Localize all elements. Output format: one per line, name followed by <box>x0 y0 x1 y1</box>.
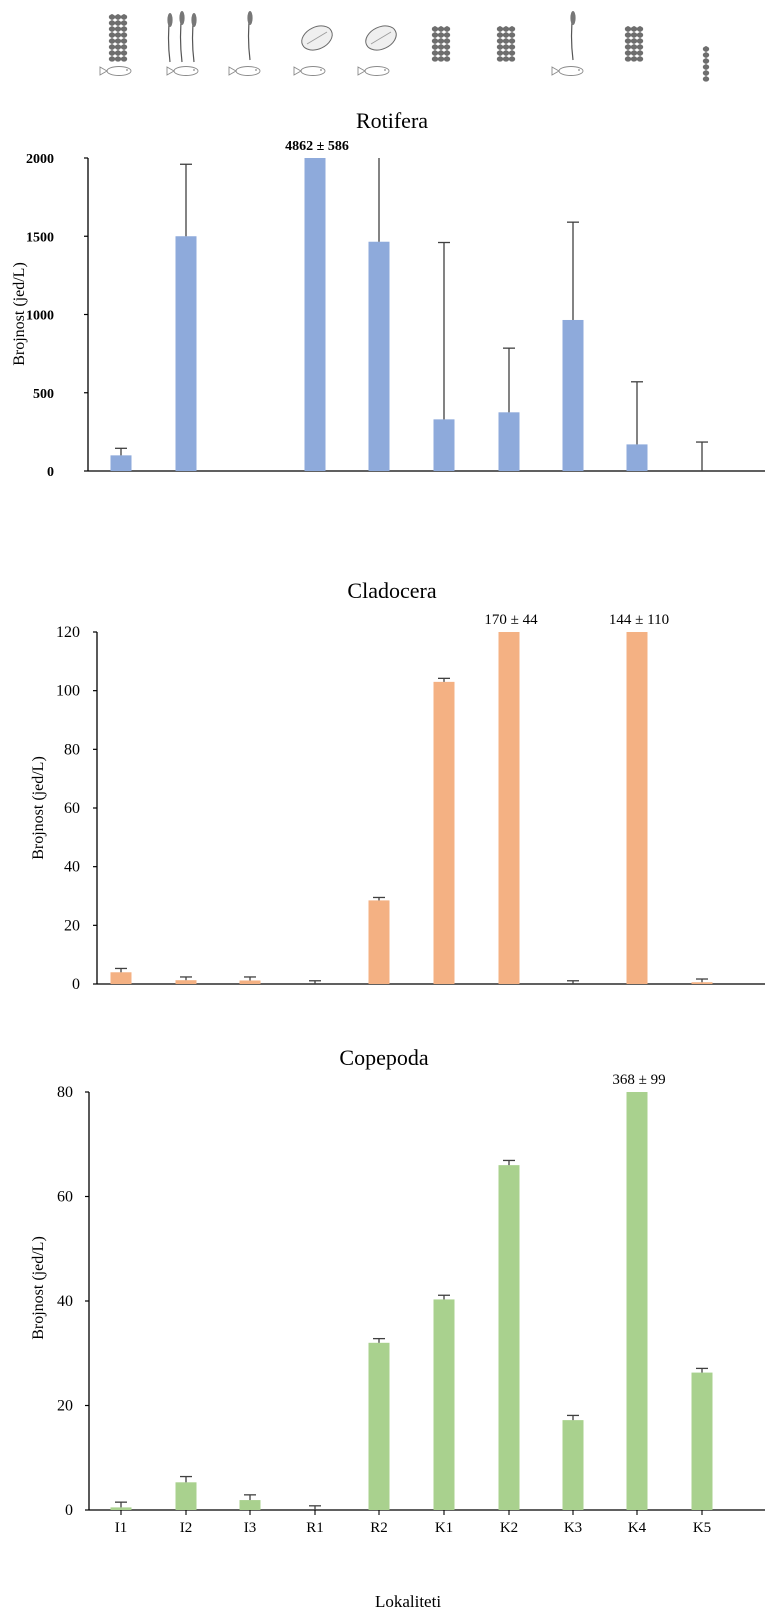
copepoda-bar-r2 <box>368 1342 390 1510</box>
reed-cluster-icon <box>496 26 516 62</box>
copepoda-x-tick-label: K1 <box>435 1520 453 1536</box>
copepoda-bar-k5 <box>691 1372 713 1510</box>
single-reed-fish-icon <box>551 11 584 76</box>
cladocera-y-tick-label: 100 <box>56 683 80 700</box>
rotifera-y-tick-label: 500 <box>33 387 54 402</box>
rotifera-annotation-r1: 4862 ± 586 <box>285 139 349 154</box>
copepoda-x-tick-label: I3 <box>244 1520 257 1536</box>
rotifera-bar-k2 <box>498 412 520 471</box>
rotifera-bar-k3 <box>562 319 584 471</box>
rotifera-bar-k1 <box>433 419 455 471</box>
copepoda-bar-k1 <box>433 1299 455 1510</box>
cladocera-y-tick-label: 40 <box>64 859 80 876</box>
copepoda-bar-i2 <box>175 1482 197 1510</box>
reed-cluster-icon <box>624 26 644 62</box>
cladocera-chart-title: Cladocera <box>347 578 436 603</box>
cladocera-bar-k1 <box>433 681 455 984</box>
cladocera-y-tick-label: 20 <box>64 917 80 934</box>
rotifera-y-tick-label: 2000 <box>26 152 54 167</box>
lily-pad-fish-icon <box>357 25 397 76</box>
copepoda-y-tick-label: 60 <box>57 1189 73 1206</box>
cladocera-bar-k5 <box>691 982 713 984</box>
copepoda-bar-k2 <box>498 1165 520 1510</box>
cladocera-annotation-k2: 170 ± 44 <box>484 612 538 628</box>
copepoda-x-axis-label: Lokaliteti <box>375 1592 441 1611</box>
reeds-fish-icon <box>166 11 199 76</box>
rotifera-bar-r2 <box>368 241 390 471</box>
copepoda-y-tick-label: 0 <box>65 1502 73 1519</box>
copepoda-annotation-k4: 368 ± 99 <box>612 1072 665 1088</box>
cladocera-chart: Cladocera Brojnost (jed/L) 0 20 40 60 80 100 1… <box>30 578 765 993</box>
copepoda-y-tick-label: 20 <box>57 1398 73 1415</box>
small-reed-icon <box>702 46 710 82</box>
reed-fish-icon <box>99 14 132 76</box>
copepoda-bar-i1 <box>110 1507 132 1510</box>
reed-cluster-icon <box>431 26 451 62</box>
rotifera-bar-k4 <box>626 444 648 471</box>
cladocera-bar-r2 <box>368 900 390 984</box>
copepoda-x-tick-label: I1 <box>115 1520 128 1536</box>
cladocera-bar-i3 <box>239 980 261 984</box>
rotifera-bar-r1 <box>304 158 326 471</box>
copepoda-y-axis-label: Brojnost (jed/L) <box>30 1236 47 1340</box>
copepoda-x-tick-label: K5 <box>693 1520 711 1536</box>
single-reed-fish-icon <box>228 11 261 76</box>
rotifera-y-tick-label: 1500 <box>26 230 54 245</box>
rotifera-chart: Rotifera Brojnost (jed/L) 0 500 1000 1500 20… <box>11 108 765 480</box>
cladocera-y-tick-label: 80 <box>64 741 80 758</box>
rotifera-bar-i2 <box>175 236 197 471</box>
cladocera-bar-k2 <box>498 632 520 984</box>
rotifera-y-tick-label: 1000 <box>26 309 54 324</box>
copepoda-bar-k4 <box>626 1092 648 1510</box>
cladocera-y-tick-label: 60 <box>64 800 80 817</box>
cladocera-y-axis-label: Brojnost (jed/L) <box>30 756 47 860</box>
cladocera-bar-k4 <box>626 632 648 984</box>
copepoda-y-tick-label: 40 <box>57 1293 73 1310</box>
rotifera-y-tick-label: 0 <box>47 465 54 480</box>
copepoda-chart: Copepoda Brojnost (jed/L) Lokaliteti 0 20… <box>30 1045 765 1611</box>
copepoda-y-tick-label: 80 <box>57 1084 73 1101</box>
copepoda-x-tick-label: R2 <box>370 1520 388 1536</box>
rotifera-y-axis-label: Brojnost (jed/L) <box>11 262 28 366</box>
lily-pad-fish-icon <box>293 25 333 76</box>
cladocera-bar-i1 <box>110 972 132 984</box>
copepoda-bar-i3 <box>239 1500 261 1510</box>
rotifera-chart-title: Rotifera <box>356 108 428 133</box>
habitat-icon-row <box>99 11 710 82</box>
copepoda-x-tick-label: K2 <box>500 1520 518 1536</box>
copepoda-x-tick-label: I2 <box>180 1520 193 1536</box>
cladocera-annotation-k4: 144 ± 110 <box>609 612 669 628</box>
copepoda-bar-k3 <box>562 1420 584 1510</box>
cladocera-y-tick-label: 0 <box>72 976 80 993</box>
cladocera-bar-i2 <box>175 980 197 984</box>
copepoda-x-tick-label: K3 <box>564 1520 582 1536</box>
copepoda-chart-title: Copepoda <box>339 1045 428 1070</box>
cladocera-y-tick-label: 120 <box>56 624 80 641</box>
copepoda-x-tick-label: K4 <box>628 1520 647 1536</box>
rotifera-bar-i1 <box>110 455 132 471</box>
copepoda-x-tick-label: R1 <box>306 1520 324 1536</box>
